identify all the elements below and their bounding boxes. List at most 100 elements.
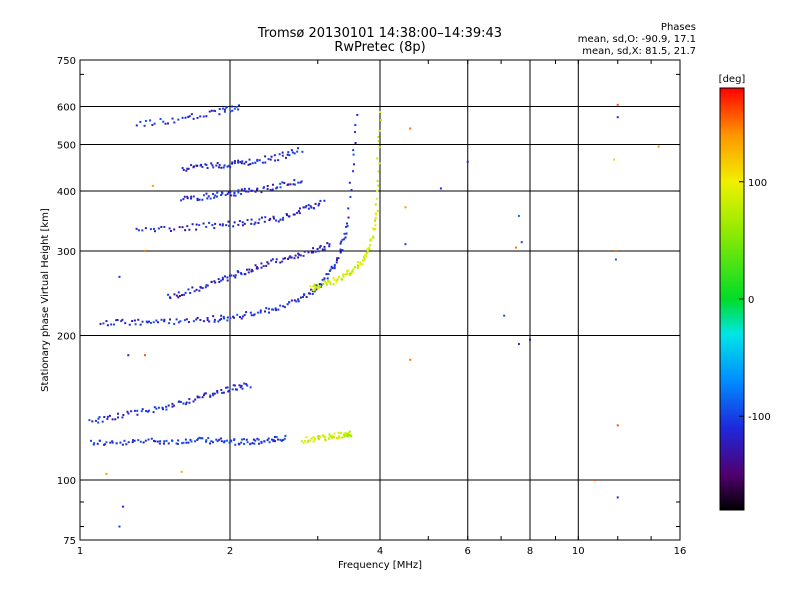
data-point	[137, 439, 140, 442]
data-point	[404, 206, 407, 209]
data-point	[288, 215, 291, 218]
data-point	[147, 438, 150, 441]
data-point	[297, 298, 300, 301]
data-point	[142, 441, 145, 444]
phase-stats-o: mean, sd,O: -90.9, 17.1	[577, 34, 696, 45]
data-point	[197, 437, 200, 440]
data-point	[206, 316, 209, 319]
data-point	[267, 262, 270, 265]
data-point	[222, 391, 225, 394]
x-tick-label: 16	[674, 546, 687, 557]
data-point	[202, 115, 205, 118]
x-tick-label: 2	[227, 546, 233, 557]
data-point	[325, 273, 328, 276]
data-point	[192, 165, 195, 168]
data-point	[206, 166, 209, 169]
data-point	[124, 322, 127, 325]
data-point	[148, 409, 151, 412]
data-point	[264, 155, 267, 158]
data-point	[216, 391, 219, 394]
data-point	[152, 411, 155, 414]
data-point	[223, 110, 226, 113]
data-point	[243, 442, 246, 445]
data-point	[237, 108, 240, 111]
data-point	[310, 206, 313, 209]
data-point	[290, 256, 293, 259]
data-point	[300, 440, 303, 443]
data-point	[215, 195, 218, 198]
data-point	[184, 291, 187, 294]
data-point	[290, 149, 293, 152]
data-point	[135, 124, 138, 127]
data-point	[332, 283, 335, 286]
data-point	[119, 441, 122, 444]
colorbar-tick-label: 100	[748, 178, 767, 189]
data-point	[368, 246, 371, 249]
data-point	[90, 439, 93, 442]
data-point	[186, 197, 189, 200]
y-tick-label: 75	[63, 536, 76, 547]
phase-stats-x: mean, sd,X: 81.5, 21.7	[582, 46, 696, 57]
colorbar-tick-label: -100	[748, 412, 771, 423]
data-point	[244, 273, 247, 276]
data-point	[198, 436, 201, 439]
data-point	[167, 293, 170, 296]
data-point	[211, 164, 214, 167]
data-point	[287, 301, 290, 304]
data-point	[249, 163, 252, 166]
data-point	[232, 384, 235, 387]
data-point	[318, 286, 321, 289]
data-point	[338, 436, 341, 439]
data-point	[192, 400, 195, 403]
data-point	[228, 274, 231, 277]
data-point	[237, 223, 240, 226]
data-point	[192, 320, 195, 323]
data-point	[185, 441, 188, 444]
data-point	[298, 212, 301, 215]
data-point	[323, 245, 326, 248]
data-point	[225, 224, 228, 227]
data-point	[267, 158, 270, 161]
data-point	[270, 155, 273, 158]
data-point	[218, 438, 221, 441]
data-point	[228, 389, 231, 392]
data-point	[293, 213, 296, 216]
data-point	[199, 115, 202, 118]
data-point	[206, 284, 209, 287]
data-point	[294, 254, 297, 257]
data-point	[191, 286, 194, 289]
data-point	[353, 130, 356, 133]
data-point	[232, 315, 235, 318]
data-point	[271, 183, 274, 186]
data-point	[246, 384, 249, 387]
data-point	[132, 439, 135, 442]
data-point	[173, 121, 176, 124]
data-point	[177, 296, 180, 299]
data-point	[196, 199, 199, 202]
data-point	[173, 322, 176, 325]
data-point	[251, 442, 254, 445]
data-point	[139, 440, 142, 443]
data-point	[184, 403, 187, 406]
data-point	[265, 307, 268, 310]
data-point	[326, 279, 329, 282]
data-point	[254, 439, 257, 442]
data-point	[266, 184, 269, 187]
data-point	[249, 443, 252, 446]
data-point	[339, 242, 342, 245]
data-point	[260, 262, 263, 265]
data-point	[157, 227, 160, 230]
data-point	[279, 182, 282, 185]
data-point	[375, 213, 378, 216]
data-point	[130, 410, 133, 413]
data-point	[133, 319, 136, 322]
data-point	[316, 436, 319, 439]
data-point	[139, 323, 142, 326]
data-point	[173, 293, 176, 296]
data-point	[205, 225, 208, 228]
data-point	[103, 415, 106, 418]
data-point	[279, 304, 282, 307]
data-point	[356, 113, 359, 116]
data-point	[374, 219, 377, 222]
data-point	[374, 216, 377, 219]
